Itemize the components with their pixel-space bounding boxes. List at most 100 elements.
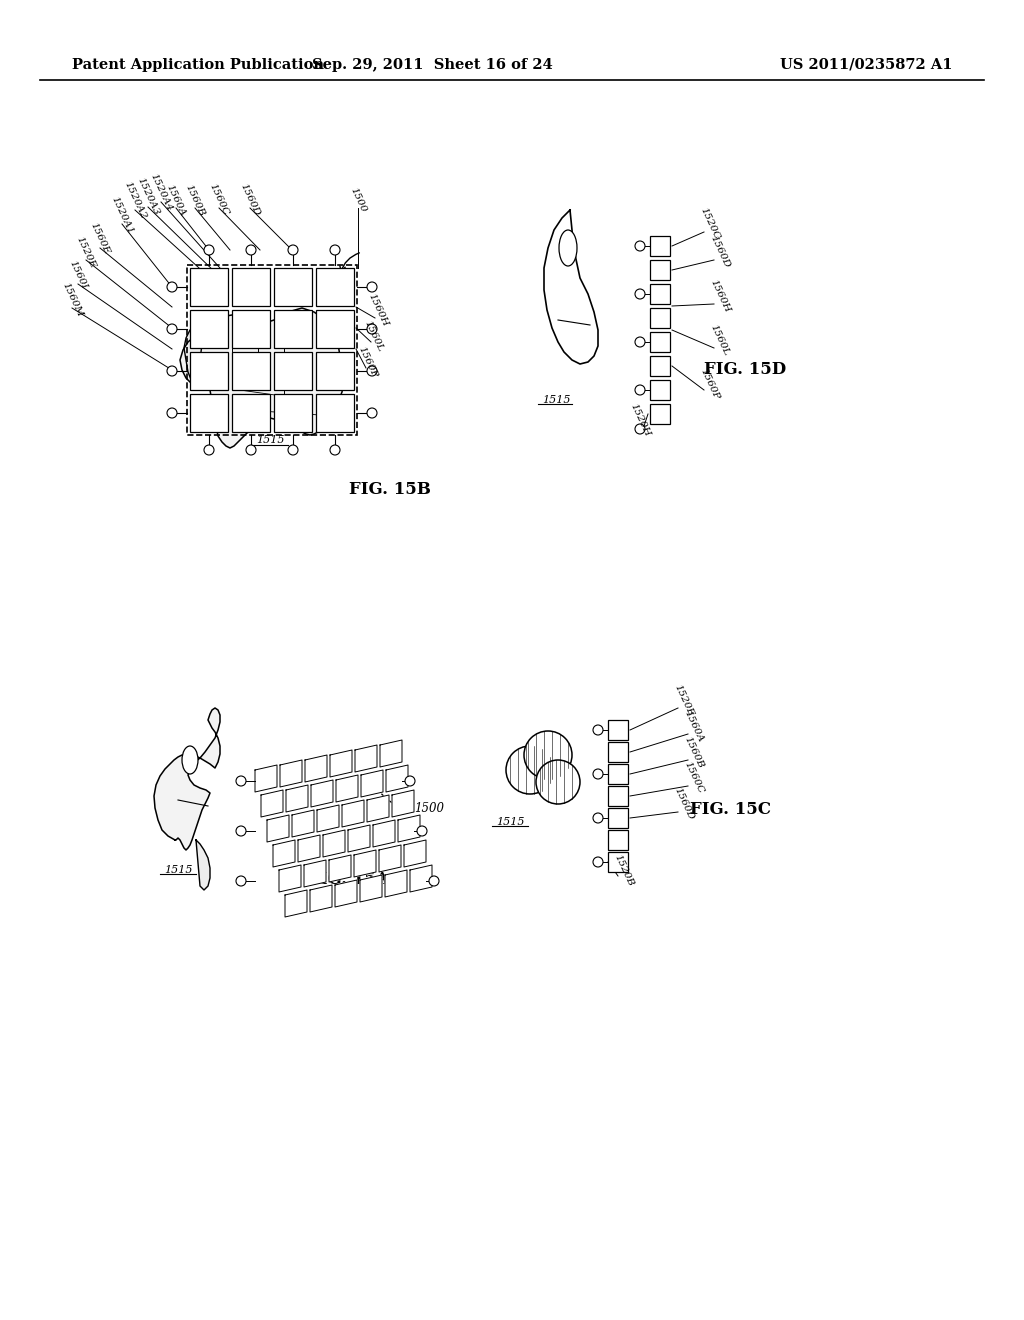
- Circle shape: [288, 445, 298, 455]
- Text: FIG. 15D: FIG. 15D: [703, 362, 786, 379]
- Text: 1560A: 1560A: [683, 709, 706, 743]
- Polygon shape: [404, 840, 426, 867]
- Bar: [650, 236, 670, 256]
- Polygon shape: [361, 770, 383, 797]
- Text: 1560P: 1560P: [698, 367, 721, 401]
- Circle shape: [536, 760, 580, 804]
- Circle shape: [167, 323, 177, 334]
- Circle shape: [204, 445, 214, 455]
- Circle shape: [635, 385, 645, 395]
- Bar: [316, 310, 354, 348]
- Polygon shape: [335, 880, 357, 907]
- Circle shape: [246, 445, 256, 455]
- Circle shape: [417, 826, 427, 836]
- Text: 1520A3: 1520A3: [135, 176, 161, 216]
- Circle shape: [204, 246, 214, 255]
- Text: 1560D: 1560D: [673, 787, 695, 822]
- Polygon shape: [255, 766, 278, 792]
- Text: 1500: 1500: [348, 186, 368, 214]
- Polygon shape: [196, 840, 210, 890]
- Polygon shape: [285, 890, 307, 917]
- Circle shape: [506, 746, 554, 795]
- Text: Patent Application Publication: Patent Application Publication: [72, 58, 324, 73]
- Bar: [608, 764, 628, 784]
- Polygon shape: [292, 810, 314, 837]
- Polygon shape: [180, 308, 344, 447]
- Text: 1520H: 1520H: [629, 403, 651, 438]
- Ellipse shape: [559, 230, 577, 267]
- Text: FIG. 15A: FIG. 15A: [307, 871, 388, 888]
- Circle shape: [635, 289, 645, 300]
- Polygon shape: [348, 825, 370, 851]
- Bar: [232, 310, 270, 348]
- Text: FIG. 15C: FIG. 15C: [689, 801, 770, 818]
- Circle shape: [288, 246, 298, 255]
- Polygon shape: [311, 780, 333, 807]
- Circle shape: [236, 776, 246, 785]
- Text: 1560I: 1560I: [68, 259, 88, 290]
- Ellipse shape: [182, 746, 198, 774]
- Bar: [650, 260, 670, 280]
- Text: 1560D: 1560D: [239, 182, 261, 218]
- Bar: [232, 268, 270, 306]
- Polygon shape: [286, 785, 308, 812]
- Text: US 2011/0235872 A1: US 2011/0235872 A1: [779, 58, 952, 73]
- Bar: [650, 356, 670, 376]
- Bar: [316, 268, 354, 306]
- Text: 1560M: 1560M: [60, 281, 84, 318]
- Polygon shape: [392, 789, 414, 817]
- Polygon shape: [385, 870, 407, 898]
- Circle shape: [593, 813, 603, 822]
- Text: 1560C: 1560C: [208, 182, 230, 218]
- Polygon shape: [330, 750, 352, 777]
- Circle shape: [167, 282, 177, 292]
- Bar: [190, 352, 228, 389]
- Polygon shape: [380, 741, 402, 767]
- Circle shape: [236, 876, 246, 886]
- Polygon shape: [280, 760, 302, 787]
- Circle shape: [593, 725, 603, 735]
- Polygon shape: [336, 775, 358, 803]
- Polygon shape: [373, 820, 395, 847]
- Bar: [608, 851, 628, 873]
- Bar: [608, 742, 628, 762]
- Circle shape: [246, 246, 256, 255]
- Polygon shape: [310, 884, 332, 912]
- Bar: [187, 265, 357, 436]
- Bar: [650, 404, 670, 424]
- Polygon shape: [355, 744, 377, 772]
- Polygon shape: [379, 845, 401, 873]
- Circle shape: [367, 323, 377, 334]
- Text: 1560D: 1560D: [709, 234, 731, 269]
- Bar: [316, 352, 354, 389]
- Polygon shape: [410, 865, 432, 892]
- Polygon shape: [367, 795, 389, 822]
- Circle shape: [406, 776, 415, 785]
- Bar: [274, 393, 312, 432]
- Polygon shape: [267, 814, 289, 842]
- Text: 1560P: 1560P: [356, 345, 379, 379]
- Circle shape: [635, 337, 645, 347]
- Polygon shape: [298, 836, 319, 862]
- Circle shape: [635, 242, 645, 251]
- Bar: [650, 333, 670, 352]
- Text: FIG. 15B: FIG. 15B: [349, 482, 431, 499]
- Text: 1520E: 1520E: [75, 235, 97, 269]
- Circle shape: [330, 445, 340, 455]
- Bar: [608, 719, 628, 741]
- Bar: [274, 268, 312, 306]
- Circle shape: [593, 770, 603, 779]
- Polygon shape: [398, 814, 420, 842]
- Text: 1520B: 1520B: [612, 853, 635, 887]
- Text: 1560H: 1560H: [709, 279, 731, 314]
- Text: 1560C: 1560C: [683, 760, 706, 796]
- Polygon shape: [317, 805, 339, 832]
- Bar: [608, 808, 628, 828]
- Text: 1515: 1515: [496, 817, 524, 828]
- Text: 1520C: 1520C: [698, 206, 721, 242]
- Bar: [608, 785, 628, 807]
- Polygon shape: [329, 855, 351, 882]
- Circle shape: [524, 731, 572, 779]
- Text: 1560A: 1560A: [165, 182, 187, 218]
- Circle shape: [593, 857, 603, 867]
